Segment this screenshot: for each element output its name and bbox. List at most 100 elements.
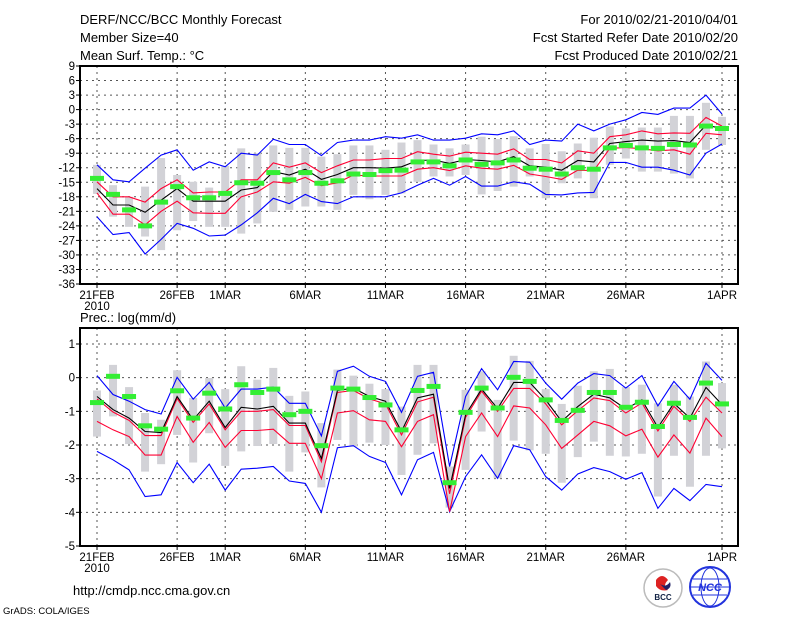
y-tick-label: -21	[58, 206, 75, 218]
observed-marker	[602, 145, 617, 151]
observed-marker	[346, 171, 361, 177]
ensemble-range-bar	[253, 379, 262, 447]
ensemble-min-line	[96, 143, 723, 255]
spread-upper-line	[96, 116, 723, 203]
ensemble-range-bar	[605, 368, 614, 456]
observed-marker	[90, 175, 104, 181]
ensemble-range-bar	[493, 399, 502, 479]
precipitation-panel: 1 0 -1 -2 -3 -4 -5 21FEB 26FEB 1MAR 6MAR 11MAR 16MAR…	[65, 327, 739, 575]
observed-marker	[554, 171, 569, 177]
ensemble-range-bar	[477, 371, 486, 432]
ensemble-range-bar	[269, 145, 278, 212]
observed-marker	[234, 180, 249, 186]
chart-title: DERF/NCC/BCC Monthly Forecast	[80, 12, 282, 27]
ncc-logo-text: NCC	[698, 582, 723, 594]
observed-marker	[250, 389, 265, 395]
observed-marker	[154, 426, 169, 432]
y-tick-label: -2	[65, 440, 75, 452]
observed-marker	[138, 223, 153, 229]
ensemble-max-line	[96, 360, 723, 467]
ensemble-range-bar	[109, 185, 118, 217]
y-tick-label: 9	[69, 61, 75, 73]
observed-marker	[538, 397, 553, 403]
y-tick-label: -18	[58, 192, 75, 204]
x-tick-label: 26FEB	[160, 552, 195, 564]
observed-marker	[330, 178, 345, 184]
observed-marker	[138, 423, 153, 429]
ensemble-range-bar	[669, 384, 678, 456]
observed-marker	[106, 373, 121, 379]
source-url[interactable]: http://cmdp.ncc.cma.gov.cn	[73, 583, 230, 598]
x-tick-label: 11MAR	[367, 552, 405, 564]
precipitation-panel-title: Prec.: log(mm/d)	[80, 310, 176, 325]
ensemble-range-bar	[397, 406, 406, 475]
x-tick-label: 16MAR	[446, 290, 484, 302]
ensemble-mean-line	[96, 381, 723, 489]
ensemble-range-bar	[93, 390, 101, 437]
observed-marker	[682, 414, 697, 420]
ensemble-mean-line	[96, 124, 723, 213]
observed-marker	[474, 385, 489, 391]
observed-marker	[634, 145, 649, 151]
ensemble-range-bar	[349, 145, 358, 195]
ensemble-range-bar	[653, 403, 662, 497]
ensemble-range-bar	[253, 153, 262, 224]
observed-marker	[698, 123, 713, 129]
observed-marker	[426, 159, 441, 165]
ncc-logo: NCC	[689, 566, 731, 608]
ensemble-range-bar	[445, 148, 454, 177]
observed-marker	[122, 394, 137, 400]
ensemble-range-bar	[205, 187, 214, 227]
y-tick-label: -33	[58, 264, 75, 276]
ensemble-range-bar	[429, 364, 438, 444]
observed-marker	[666, 141, 681, 147]
x-axis-year-label: 2010	[84, 301, 110, 313]
observed-marker	[458, 157, 473, 163]
observed-marker	[522, 165, 537, 171]
ensemble-range-bar	[317, 423, 326, 488]
y-tick-label: -12	[58, 163, 75, 175]
observed-marker	[698, 380, 713, 386]
ensemble-range-bar	[589, 371, 598, 442]
ensemble-range-bar	[413, 364, 422, 455]
observed-marker	[250, 180, 265, 186]
ensemble-max-line	[96, 94, 723, 183]
ensemble-range-bar	[301, 391, 310, 453]
ensemble-range-bar	[173, 175, 182, 231]
ensemble-range-bar	[237, 366, 246, 452]
x-axis-year-label: 2010	[84, 563, 110, 575]
observed-marker	[202, 390, 217, 396]
observed-marker	[522, 378, 537, 384]
temperature-panel: 9 6 3 0 -3 -6 -9 -12 -15 -18 -21 -24 -27 -30 -33 -36 21F…	[58, 61, 739, 313]
ensemble-range-bar	[685, 396, 694, 487]
observed-marker	[618, 404, 633, 410]
ensemble-range-bar	[461, 389, 470, 470]
observed-marker	[314, 443, 329, 449]
x-tick-label: 21MAR	[527, 290, 565, 302]
observed-marker	[186, 195, 201, 201]
y-tick-label: 0	[69, 105, 75, 117]
observed-marker	[346, 386, 361, 392]
y-tick-label: 1	[69, 339, 75, 351]
observed-marker	[298, 170, 313, 176]
y-tick-label: -15	[58, 177, 75, 189]
observed-marker	[394, 427, 409, 433]
observed-marker	[506, 157, 521, 163]
y-tick-label: -27	[58, 235, 75, 247]
observed-marker	[122, 207, 137, 213]
forecast-produced-date: Fcst Produced Date 2010/02/21	[554, 48, 738, 63]
grads-credit: GrADS: COLA/IGES	[3, 606, 90, 617]
y-tick-label: -3	[65, 474, 75, 486]
x-tick-label: 1APR	[707, 552, 737, 564]
y-tick-label: -30	[58, 250, 75, 262]
observed-marker	[362, 395, 377, 401]
y-tick-label: -4	[65, 507, 76, 519]
observed-marker	[538, 166, 553, 172]
plot-frame	[79, 65, 739, 285]
ensemble-range-bar	[557, 151, 566, 184]
observed-marker	[715, 125, 729, 131]
ensemble-range-bar	[237, 148, 246, 234]
observed-marker	[682, 142, 697, 148]
ensemble-range-bar	[173, 370, 182, 435]
observed-marker	[234, 382, 249, 388]
